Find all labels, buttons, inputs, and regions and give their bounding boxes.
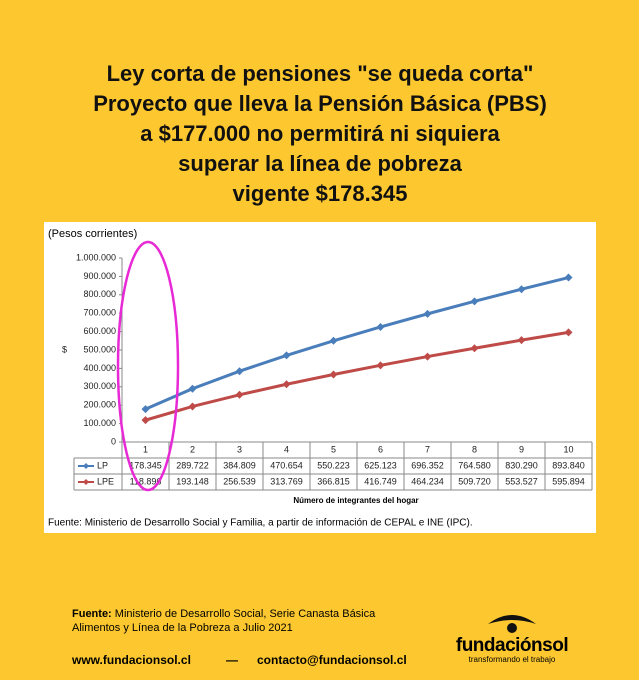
y-tick-label: 300.000 bbox=[83, 381, 116, 391]
y-tick-label: 900.000 bbox=[83, 271, 116, 281]
y-tick-label: 200.000 bbox=[83, 400, 116, 410]
series-line bbox=[145, 330, 569, 422]
x-tick-label: 8 bbox=[472, 444, 477, 454]
marker bbox=[564, 328, 573, 337]
value-label: 764.580 bbox=[458, 460, 491, 470]
title-line: vigente $178.345 bbox=[233, 181, 408, 206]
chart-source: Fuente: Ministerio de Desarrollo Social … bbox=[48, 518, 473, 529]
title-line: Ley corta de pensiones "se queda corta" bbox=[107, 61, 534, 86]
marker bbox=[470, 344, 479, 353]
legend-marker bbox=[83, 463, 89, 469]
x-tick-label: 9 bbox=[519, 444, 524, 454]
value-label: 178.345 bbox=[129, 460, 162, 470]
y-tick-label: 600.000 bbox=[83, 326, 116, 336]
value-label: 384.809 bbox=[223, 460, 256, 470]
legend-label: LP bbox=[97, 460, 108, 470]
y-tick-label: 500.000 bbox=[83, 344, 116, 354]
brand: fundaciónsol bbox=[456, 635, 568, 656]
marker bbox=[517, 336, 526, 345]
title-line: Proyecto que lleva la Pensión Básica (PB… bbox=[93, 91, 547, 116]
legend-marker bbox=[83, 479, 89, 485]
marker bbox=[423, 352, 432, 361]
legend-label: LPE bbox=[97, 476, 114, 486]
x-tick-label: 6 bbox=[378, 444, 383, 454]
value-label: 595.894 bbox=[552, 476, 585, 486]
email: contacto@fundacionsol.cl bbox=[257, 653, 407, 667]
value-label: 550.223 bbox=[317, 460, 350, 470]
plot: 0 100.000 200.000 300.000 400.000 500.000 600.… bbox=[73, 252, 593, 491]
marker bbox=[141, 416, 150, 425]
y-tick-label: 0 bbox=[111, 436, 116, 446]
value-label: 625.123 bbox=[364, 460, 397, 470]
y-tick-label: 700.000 bbox=[83, 308, 116, 318]
x-tick-label: 3 bbox=[237, 444, 242, 454]
value-label: 509.720 bbox=[458, 476, 491, 486]
logo-eye bbox=[488, 615, 536, 633]
marker bbox=[282, 351, 291, 360]
x-tick-label: 1 bbox=[143, 444, 148, 454]
value-label: 193.148 bbox=[176, 476, 209, 486]
value-label: 893.840 bbox=[552, 460, 585, 470]
y-tick-label: 800.000 bbox=[83, 289, 116, 299]
marker bbox=[141, 405, 150, 414]
unit-label: (Pesos corrientes) bbox=[48, 228, 137, 240]
value-label: 696.352 bbox=[411, 460, 444, 470]
value-label: 313.769 bbox=[270, 476, 303, 486]
value-label: 830.290 bbox=[505, 460, 538, 470]
marker bbox=[282, 380, 291, 389]
value-label: 553.527 bbox=[505, 476, 538, 486]
title-line: superar la línea de pobreza bbox=[178, 151, 462, 176]
value-label: 289.722 bbox=[176, 460, 209, 470]
y-tick-label: 1.000.000 bbox=[76, 252, 116, 262]
footer-source-label: Fuente: bbox=[72, 608, 112, 620]
marker bbox=[188, 384, 197, 393]
marker bbox=[329, 336, 338, 345]
website: www.fundacionsol.cl bbox=[71, 653, 191, 667]
footer-source-2: Alimentos y Línea de la Pobreza a Julio … bbox=[72, 622, 293, 634]
value-label: 464.234 bbox=[411, 476, 444, 486]
marker bbox=[423, 309, 432, 318]
y-tick-label: 400.000 bbox=[83, 363, 116, 373]
footer-source-1: Fuente: Ministerio de Desarrollo Social,… bbox=[72, 608, 376, 620]
marker bbox=[188, 402, 197, 411]
x-tick-label: 10 bbox=[563, 444, 573, 454]
marker bbox=[470, 297, 479, 306]
y-axis-label: $ bbox=[62, 344, 67, 354]
marker bbox=[329, 370, 338, 379]
title-line: a $177.000 no permitirá ni siquiera bbox=[140, 121, 500, 146]
x-axis-label: Número de integrantes del hogar bbox=[293, 496, 418, 505]
x-tick-label: 5 bbox=[331, 444, 336, 454]
value-label: 416.749 bbox=[364, 476, 397, 486]
eye-pupil bbox=[507, 623, 517, 633]
footer-source-text: Ministerio de Desarrollo Social, Serie C… bbox=[115, 608, 376, 620]
marker bbox=[376, 322, 385, 331]
marker bbox=[235, 367, 244, 376]
y-tick-label: 100.000 bbox=[83, 418, 116, 428]
value-label: 256.539 bbox=[223, 476, 256, 486]
x-tick-label: 2 bbox=[190, 444, 195, 454]
marker bbox=[376, 361, 385, 370]
value-label: 366.815 bbox=[317, 476, 350, 486]
value-label: 470.654 bbox=[270, 460, 303, 470]
highlight-ellipse bbox=[116, 240, 180, 492]
marker bbox=[235, 390, 244, 399]
separator: — bbox=[226, 653, 238, 667]
x-tick-label: 7 bbox=[425, 444, 430, 454]
x-tick-label: 4 bbox=[284, 444, 289, 454]
tagline: transformando el trabajo bbox=[469, 655, 556, 664]
eye-lid bbox=[488, 615, 536, 624]
value-label: 118.896 bbox=[130, 476, 162, 486]
title-block: Ley corta de pensiones "se queda corta" P… bbox=[93, 61, 547, 206]
marker bbox=[564, 273, 573, 282]
series-line bbox=[144, 276, 569, 411]
footer-contact: www.fundacionsol.cl — contacto@fundacionso… bbox=[71, 653, 407, 667]
marker bbox=[517, 285, 526, 294]
